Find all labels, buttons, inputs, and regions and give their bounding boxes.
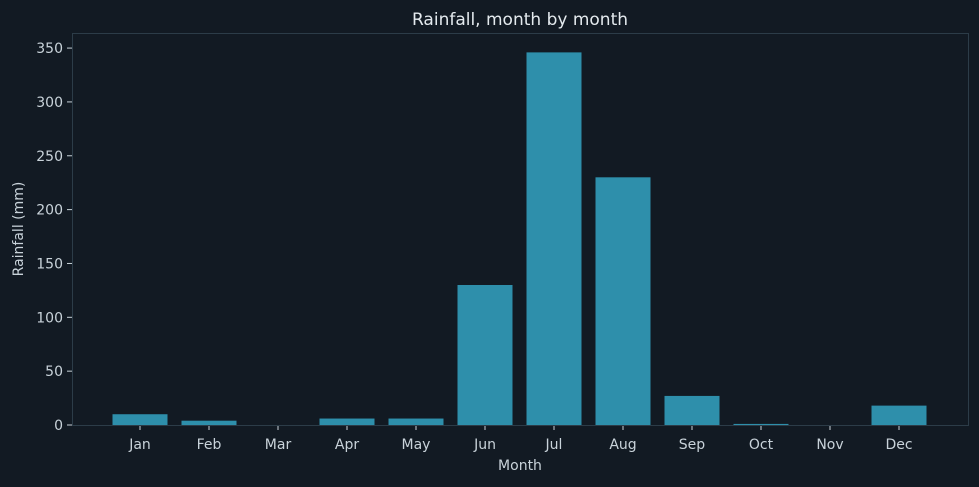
chart-title: Rainfall, month by month [412, 10, 628, 30]
x-tick-label: Aug [609, 437, 636, 453]
x-tick-label: Feb [197, 437, 222, 453]
y-tick-label: 350 [36, 41, 63, 57]
bar-feb [181, 420, 237, 425]
y-axis-label: Rainfall (mm) [11, 182, 27, 277]
x-axis: Jan Feb Mar Apr May Jun Jul Aug Sep Oct Nov Dec [128, 425, 913, 453]
x-tick-label: Jul [545, 437, 563, 453]
plot-frame [72, 33, 969, 426]
x-tick-label: Dec [885, 437, 912, 453]
bar-may [388, 418, 444, 425]
bar-jul [526, 52, 582, 426]
bar-sep [664, 395, 720, 425]
x-tick-label: May [402, 437, 431, 453]
bar-oct [733, 423, 789, 425]
y-tick-label: 200 [36, 203, 63, 219]
y-axis: 0 50 100 150 200 250 300 350 [36, 41, 72, 434]
x-tick-label: Mar [265, 437, 292, 453]
bar-jun [457, 285, 513, 425]
y-tick-label: 0 [54, 418, 63, 434]
x-tick-label: Apr [335, 437, 359, 453]
x-tick-label: Oct [749, 437, 774, 453]
x-tick-label: Jan [128, 437, 151, 453]
y-tick-label: 300 [36, 95, 63, 111]
bar-apr [319, 418, 375, 425]
x-tick-label: Sep [679, 437, 706, 453]
x-tick-label: Jun [473, 437, 496, 453]
bar-dec [871, 405, 927, 425]
bar-jan [112, 414, 168, 425]
bar-aug [595, 177, 651, 425]
y-tick-label: 100 [36, 310, 63, 326]
y-tick-label: 250 [36, 149, 63, 165]
bars [112, 52, 927, 426]
x-tick-label: Nov [816, 437, 843, 453]
x-axis-label: Month [498, 458, 542, 474]
y-tick-label: 150 [36, 256, 63, 272]
y-tick-label: 50 [45, 364, 63, 380]
